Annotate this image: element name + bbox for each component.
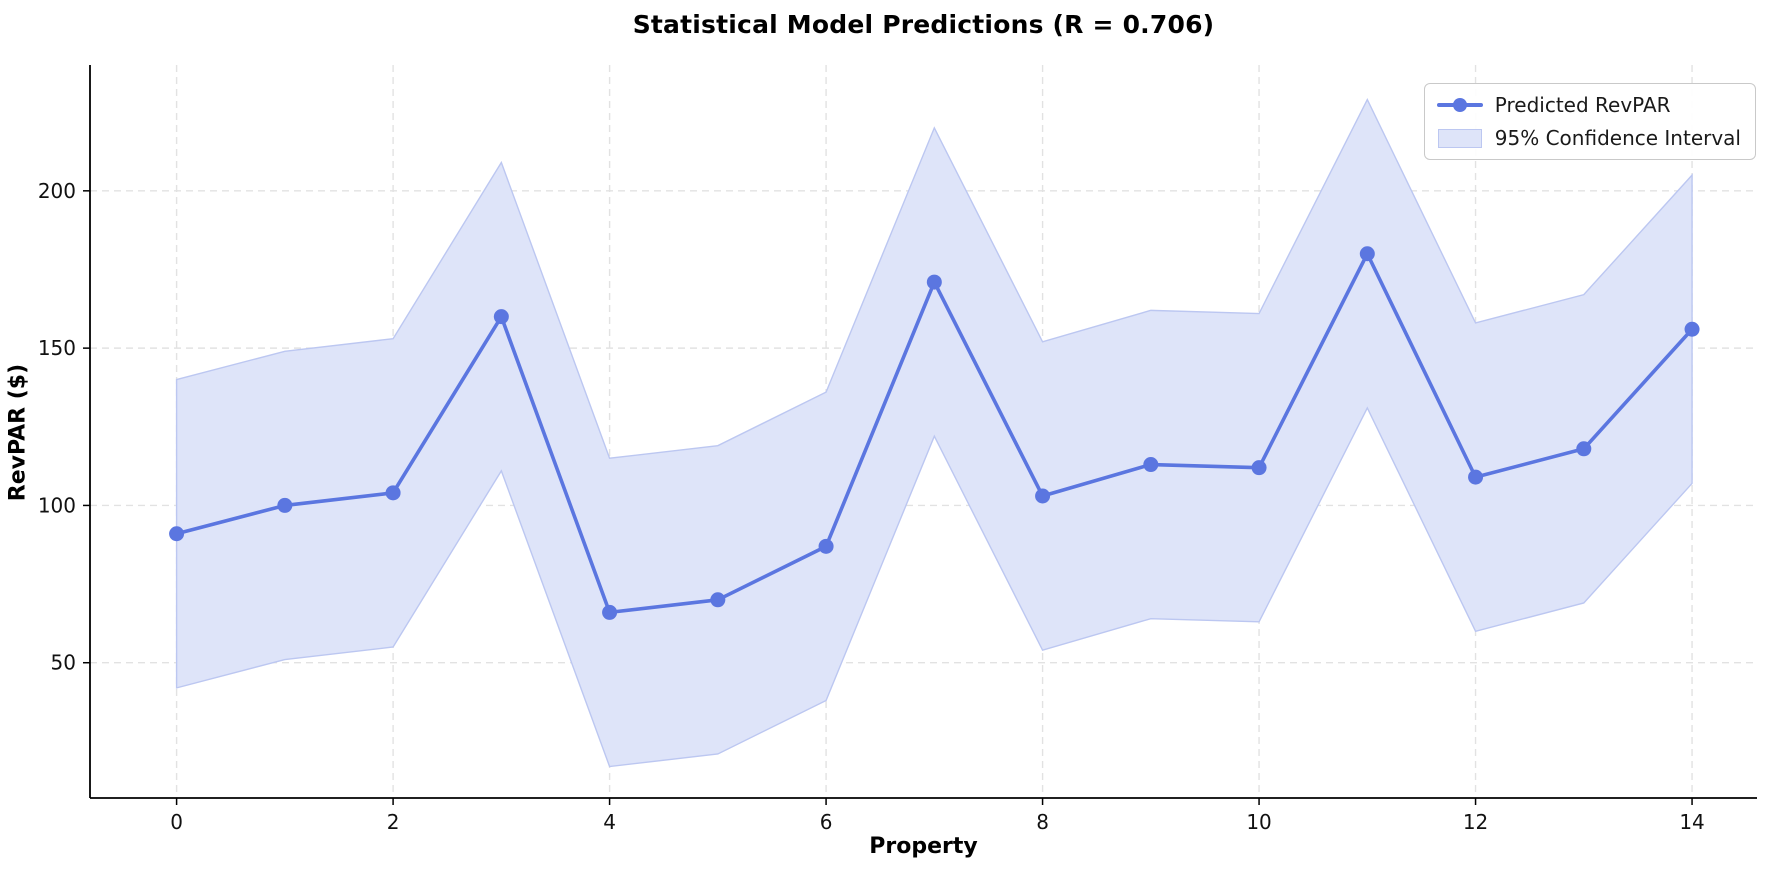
y-axis-ticks: 50 100 150 200 (38, 179, 90, 675)
x-tick-label: 4 (603, 810, 616, 834)
data-point (277, 497, 293, 513)
axes-spines (89, 65, 1757, 799)
x-tick-label: 8 (1036, 810, 1049, 834)
band-swatch-icon (1437, 128, 1483, 148)
x-tick-label: 0 (170, 810, 183, 834)
legend-item-confidence: 95% Confidence Interval (1437, 125, 1741, 151)
legend-label: 95% Confidence Interval (1494, 126, 1741, 150)
data-point (818, 538, 834, 554)
data-point (710, 592, 726, 608)
data-point (493, 309, 509, 325)
x-axis-label: Property (869, 834, 978, 859)
data-point (926, 274, 942, 290)
legend-label: Predicted RevPAR (1494, 93, 1671, 117)
confidence-band (175, 98, 1693, 768)
data-point (385, 485, 401, 501)
y-tick-label: 50 (51, 651, 76, 675)
data-point (1251, 460, 1267, 476)
x-tick-label: 2 (387, 810, 400, 834)
data-point-markers (169, 246, 1700, 620)
x-tick-label: 12 (1463, 810, 1488, 834)
x-tick-label: 10 (1246, 810, 1271, 834)
data-point (169, 526, 185, 542)
y-tick-label: 150 (38, 336, 76, 360)
data-point (1143, 457, 1159, 473)
x-tick-label: 14 (1679, 810, 1704, 834)
line-marker-icon (1436, 98, 1483, 112)
chart-title: Statistical Model Predictions (R = 0.706… (632, 10, 1215, 39)
legend-item-predicted: Predicted RevPAR (1436, 92, 1741, 118)
data-point (602, 604, 618, 620)
x-tick-label: 6 (820, 810, 833, 834)
data-point (1359, 246, 1375, 262)
x-axis-ticks: 0 2 4 6 8 10 12 14 (170, 798, 1705, 834)
legend: Predicted RevPAR 95% Confidence Interval (1423, 83, 1756, 160)
data-point (1684, 321, 1700, 337)
data-point (1576, 441, 1592, 457)
data-point (1035, 488, 1051, 504)
data-point (1468, 469, 1484, 485)
y-tick-label: 200 (38, 179, 76, 203)
y-tick-label: 100 (38, 493, 76, 517)
